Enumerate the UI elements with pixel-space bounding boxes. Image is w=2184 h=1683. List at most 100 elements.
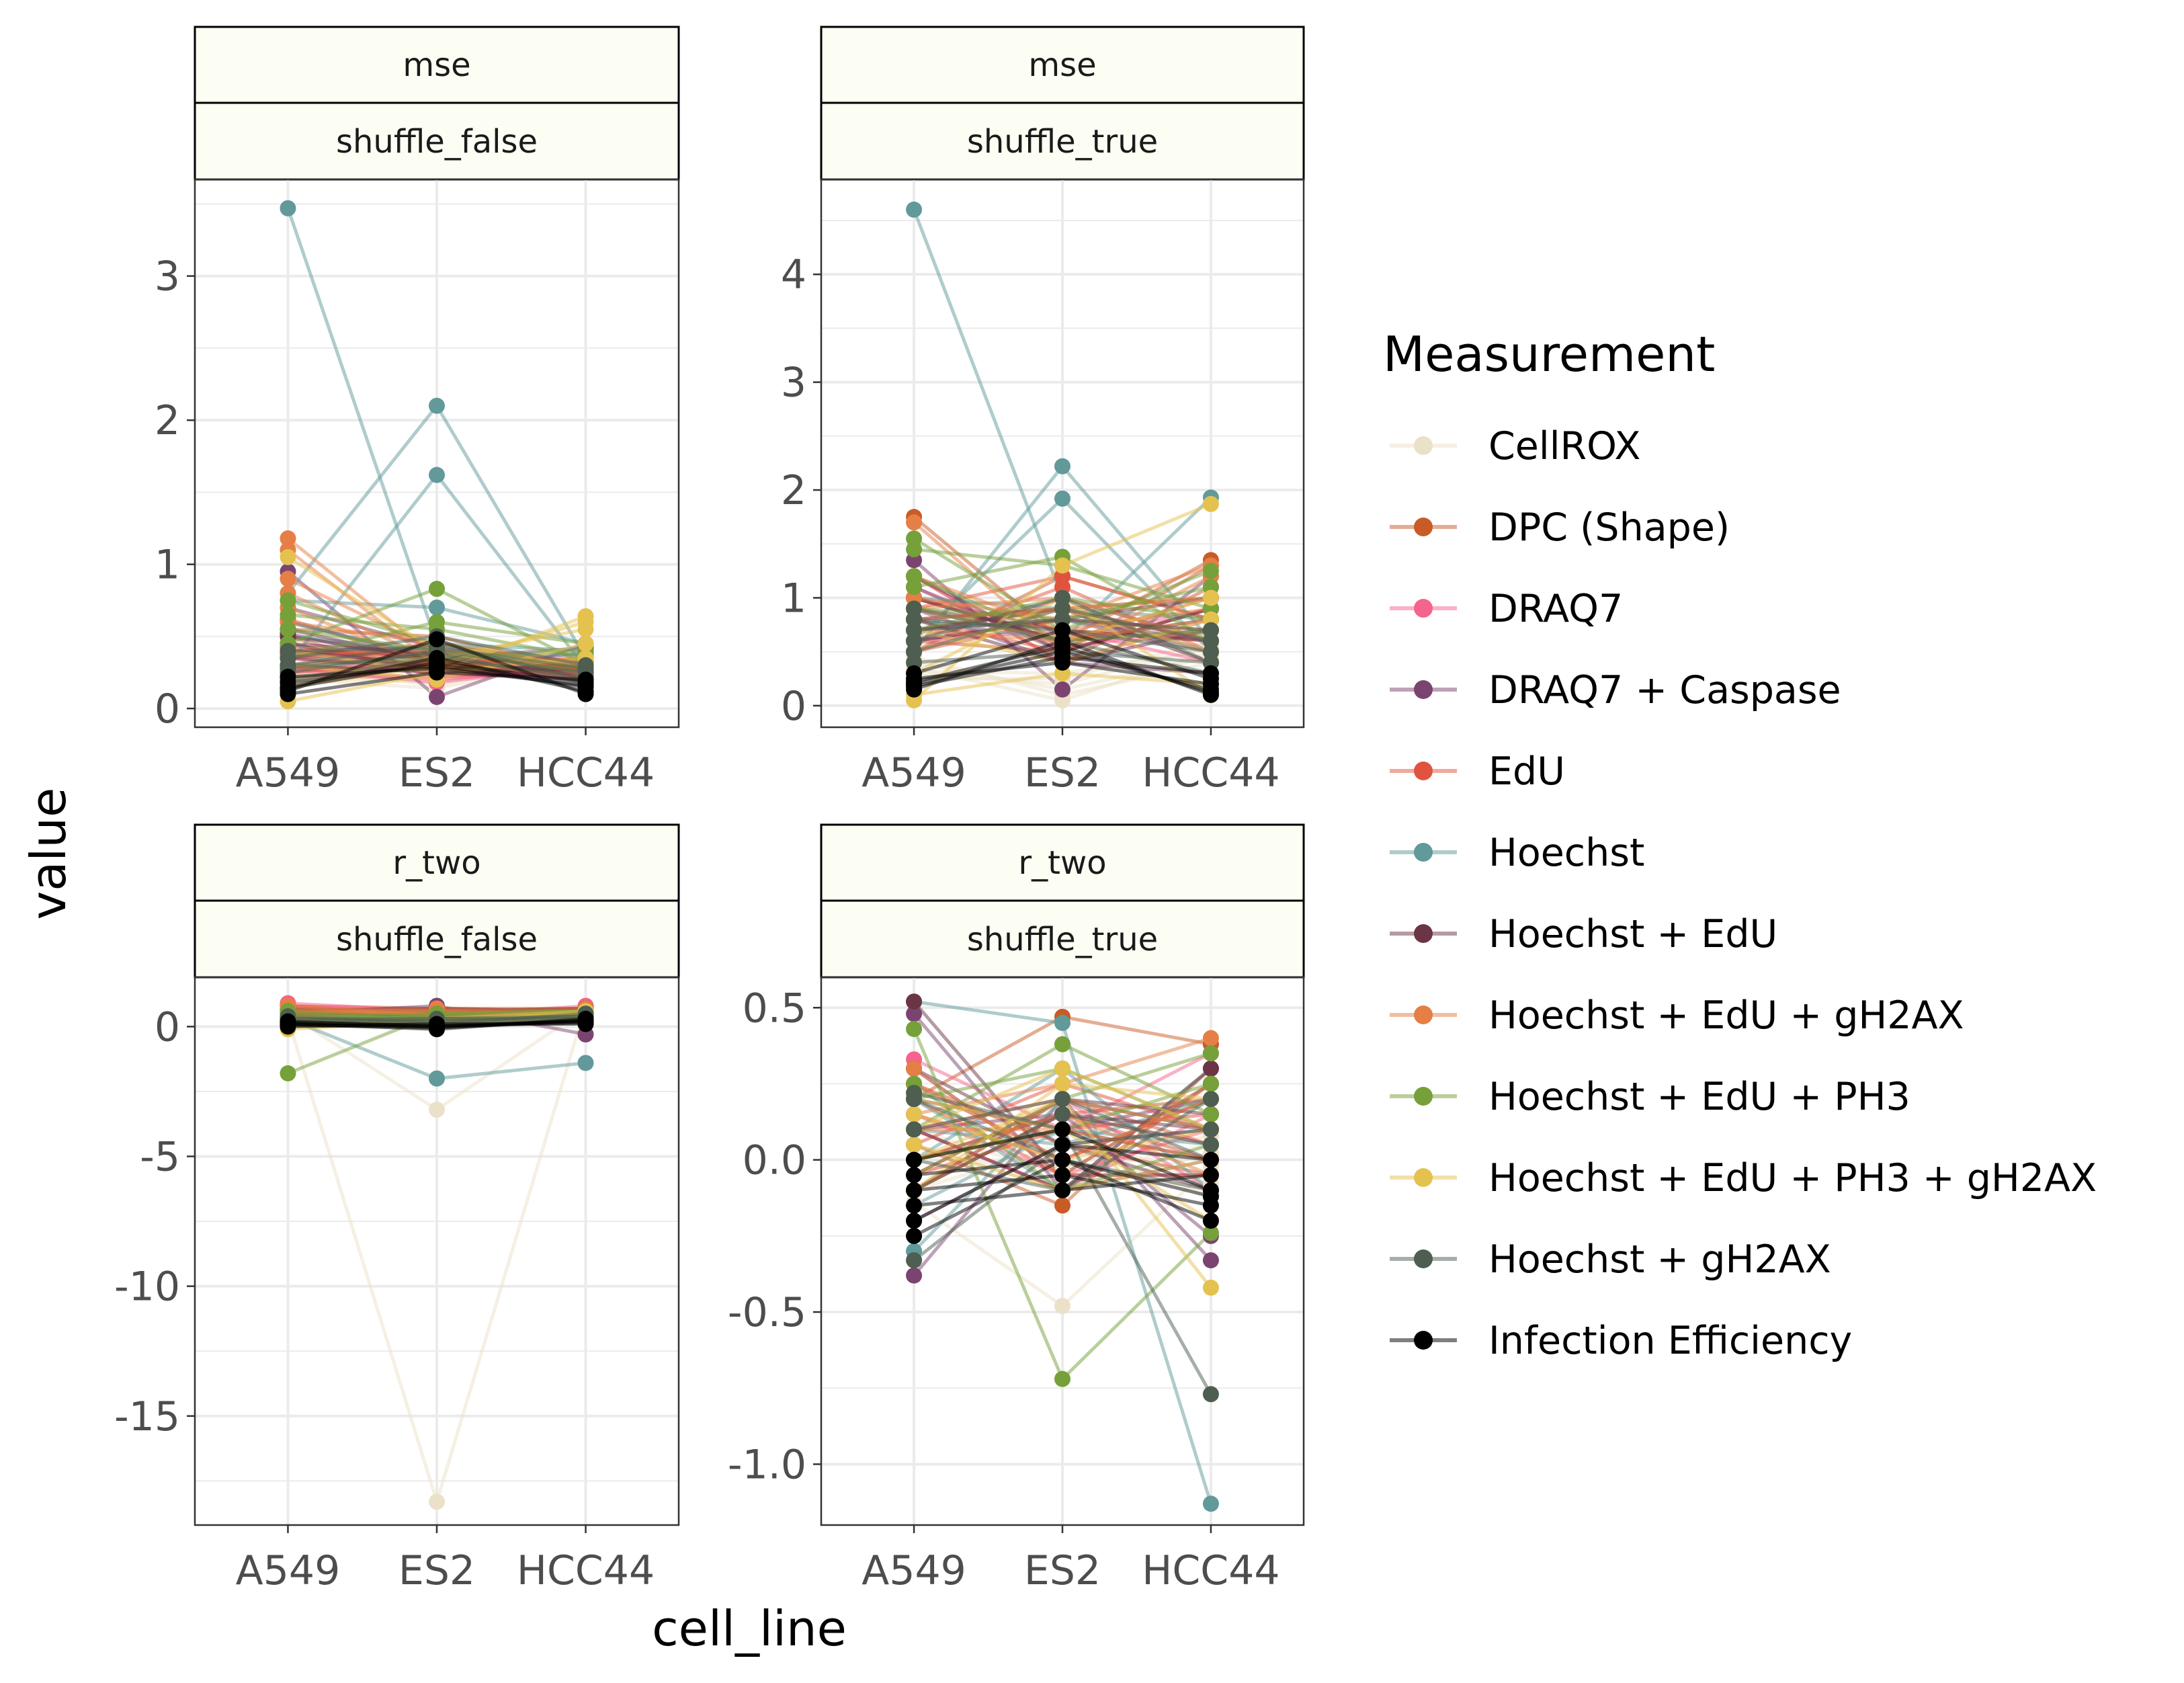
data-point xyxy=(1054,1167,1070,1184)
data-point xyxy=(280,606,296,623)
data-point xyxy=(1054,1370,1070,1387)
legend-key-point xyxy=(1414,680,1433,699)
legend-key-point xyxy=(1414,436,1433,455)
data-point xyxy=(577,660,594,677)
data-point xyxy=(1202,1167,1219,1184)
x-axis: A549 ES2 HCC44 xyxy=(862,727,1280,796)
data-point xyxy=(1202,1106,1219,1122)
legend-key-point xyxy=(1414,843,1433,862)
y-tick-label: 0 xyxy=(155,686,180,733)
data-point xyxy=(577,635,594,652)
data-point xyxy=(906,201,923,218)
data-point xyxy=(280,571,296,587)
data-point xyxy=(429,466,445,483)
strip-top-label: mse xyxy=(403,46,470,84)
data-point xyxy=(1202,1188,1219,1204)
y-tick-label: 1 xyxy=(781,575,806,622)
data-point xyxy=(1202,495,1219,512)
data-point xyxy=(577,674,594,691)
data-point xyxy=(1054,1197,1070,1214)
strip-bottom xyxy=(194,101,680,181)
y-tick-label: 2 xyxy=(781,467,806,514)
data-point xyxy=(906,1197,923,1214)
data-point xyxy=(906,1137,923,1153)
legend-label: Hoechst + EdU + gH2AX xyxy=(1488,993,1964,1038)
data-point xyxy=(1202,665,1219,682)
data-point xyxy=(1202,589,1219,606)
data-point xyxy=(577,1055,594,1071)
legend-key-point xyxy=(1414,1249,1433,1268)
data-point xyxy=(577,614,594,630)
data-point xyxy=(429,1101,445,1118)
data-point xyxy=(1202,1225,1219,1241)
legend-item: Hoechst + gH2AX xyxy=(1390,1237,1831,1282)
strip-top xyxy=(194,823,680,902)
y-tick-label: 3 xyxy=(781,360,806,407)
legend-key-point xyxy=(1414,1005,1433,1024)
data-point xyxy=(1054,1075,1070,1092)
legend-label: DPC (Shape) xyxy=(1488,505,1730,550)
data-point xyxy=(280,548,296,565)
data-point xyxy=(906,622,923,639)
legend-item: Hoechst + EdU + PH3 xyxy=(1390,1075,1910,1119)
data-point xyxy=(1202,1279,1219,1296)
strip-bottom-label: shuffle_true xyxy=(967,921,1158,958)
panel-series xyxy=(906,993,1219,1512)
facet-panel-r-two-shuffle-false: r_two shuffle_false 0 -5 -10 -15 A549 ES2 HCC… xyxy=(114,823,680,1594)
data-point xyxy=(1054,557,1070,574)
x-tick-label: ES2 xyxy=(398,1547,475,1594)
y-tick-label: 4 xyxy=(781,251,806,298)
data-point xyxy=(1054,1036,1070,1053)
x-tick-label: HCC44 xyxy=(517,1547,655,1594)
data-point xyxy=(429,581,445,598)
legend-item: Hoechst + EdU + gH2AX xyxy=(1390,993,1964,1038)
facet-panel-mse-shuffle-false: mse shuffle_false 0 1 2 3 A549 ES2 HCC44 xyxy=(155,26,680,796)
data-point xyxy=(1202,1060,1219,1077)
legend-label: Infection Efficiency xyxy=(1488,1319,1852,1363)
y-tick-label: 0.0 xyxy=(743,1137,806,1184)
legend: Measurement CellROX DPC (Shape) DRAQ7 DRAQ7… xyxy=(1383,326,2097,1363)
data-point xyxy=(906,1121,923,1138)
legend-key-point xyxy=(1414,1087,1433,1106)
legend-label: Hoechst + gH2AX xyxy=(1488,1237,1831,1282)
data-point xyxy=(906,1167,923,1184)
y-tick-label: 3 xyxy=(155,253,180,300)
data-point xyxy=(429,654,445,671)
legend-item: DPC (Shape) xyxy=(1390,505,1730,550)
data-point xyxy=(280,200,296,216)
x-axis: A549 ES2 HCC44 xyxy=(862,1525,1280,1594)
legend-label: Hoechst + EdU xyxy=(1488,912,1777,956)
data-point xyxy=(1054,1106,1070,1122)
data-point xyxy=(280,1017,296,1034)
data-point xyxy=(1054,622,1070,639)
legend-label: Hoechst xyxy=(1488,831,1644,875)
legend-item: DRAQ7 + Caspase xyxy=(1390,668,1841,712)
x-tick-label: A549 xyxy=(236,749,341,796)
data-point xyxy=(906,1182,923,1198)
data-point xyxy=(1054,458,1070,475)
y-tick-label: 0 xyxy=(155,1003,180,1051)
data-point xyxy=(1054,1091,1070,1108)
data-point xyxy=(577,1014,594,1031)
data-point xyxy=(429,599,445,616)
x-tick-label: HCC44 xyxy=(1142,749,1279,796)
x-tick-label: A549 xyxy=(862,749,966,796)
data-point xyxy=(906,568,923,585)
y-tick-label: 0.5 xyxy=(743,985,806,1032)
data-point xyxy=(429,688,445,705)
x-axis: A549 ES2 HCC44 xyxy=(236,727,655,796)
x-axis-title: cell_line xyxy=(652,1600,847,1657)
strip-bottom-label: shuffle_false xyxy=(336,921,538,958)
legend-item: EdU xyxy=(1390,749,1565,794)
y-tick-label: 0 xyxy=(781,683,806,730)
data-point xyxy=(906,1213,923,1229)
legend-key-point xyxy=(1414,518,1433,536)
data-point xyxy=(906,1151,923,1168)
y-axis: 0 -5 -10 -15 xyxy=(114,1003,195,1440)
panel-series xyxy=(906,201,1219,708)
data-point xyxy=(906,1060,923,1077)
strip-top-label: r_two xyxy=(392,844,480,882)
y-tick-label: -15 xyxy=(114,1393,180,1440)
